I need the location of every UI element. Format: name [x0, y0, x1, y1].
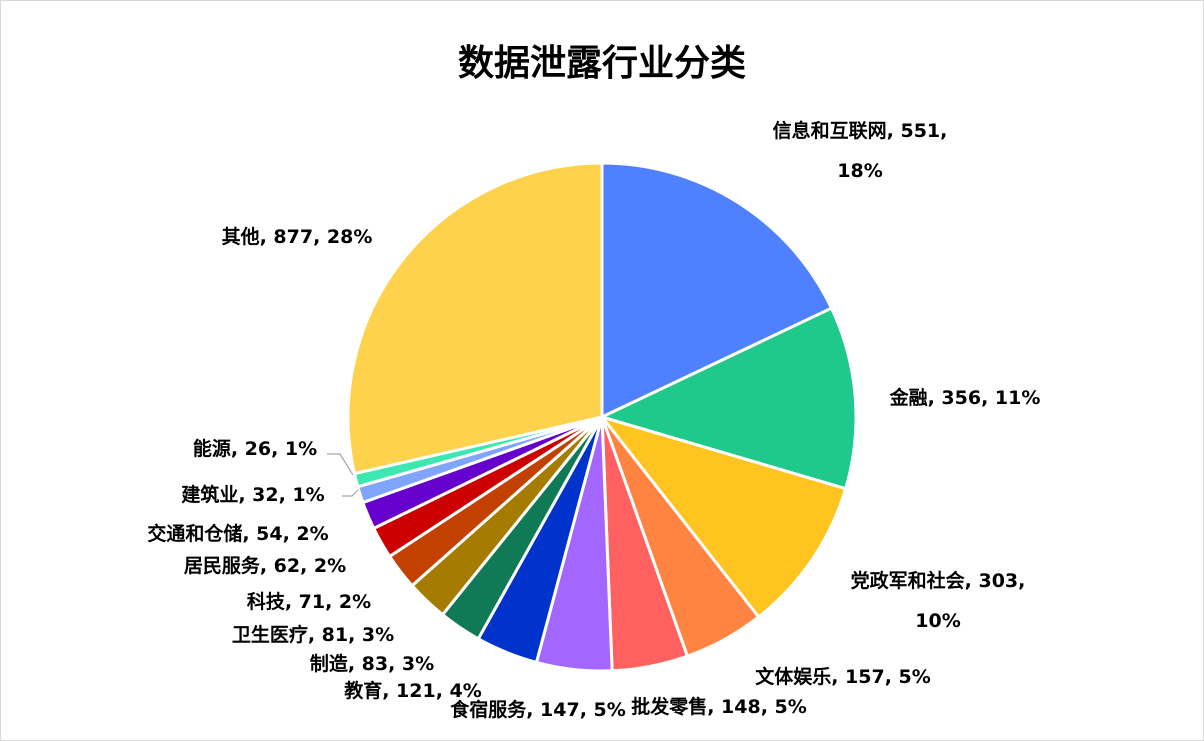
- leader-line: [342, 489, 359, 497]
- data-label: 交通和仓储, 54, 2%: [147, 522, 328, 545]
- data-label: 能源, 26, 1%: [193, 437, 317, 460]
- chart-title: 数据泄露行业分类: [458, 43, 746, 84]
- leader-lines: [327, 453, 359, 497]
- data-label: 建筑业, 32, 1%: [181, 483, 324, 506]
- data-label: 制造, 83, 3%: [310, 652, 434, 675]
- pie-slice: [600, 161, 834, 419]
- data-labels: 信息和互联网, 551, 18% 金融, 356, 11% 党政军和社会, 303, 1…: [147, 119, 1040, 721]
- data-label: 党政军和社会, 303,: [851, 569, 1026, 592]
- data-label: 金融, 356, 11%: [889, 386, 1041, 409]
- pie-slice: [346, 161, 604, 476]
- pie-slices: [346, 161, 858, 673]
- data-label: 18%: [837, 160, 882, 182]
- data-label: 10%: [915, 610, 960, 632]
- data-label: 食宿服务, 147, 5%: [450, 698, 626, 721]
- data-label: 其他, 877, 28%: [222, 225, 373, 248]
- pie-slice: [600, 415, 848, 619]
- leader-line: [327, 453, 354, 476]
- pie-slice: [600, 306, 858, 491]
- data-label: 批发零售, 148, 5%: [631, 695, 807, 718]
- data-label: 居民服务, 62, 2%: [184, 554, 346, 577]
- data-label: 信息和互联网, 551,: [773, 119, 948, 142]
- data-label: 教育, 121, 4%: [344, 679, 482, 702]
- data-label: 科技, 71, 2%: [247, 590, 371, 613]
- data-label: 文体娱乐, 157, 5%: [755, 665, 931, 688]
- data-label: 卫生医疗, 81, 3%: [232, 623, 394, 646]
